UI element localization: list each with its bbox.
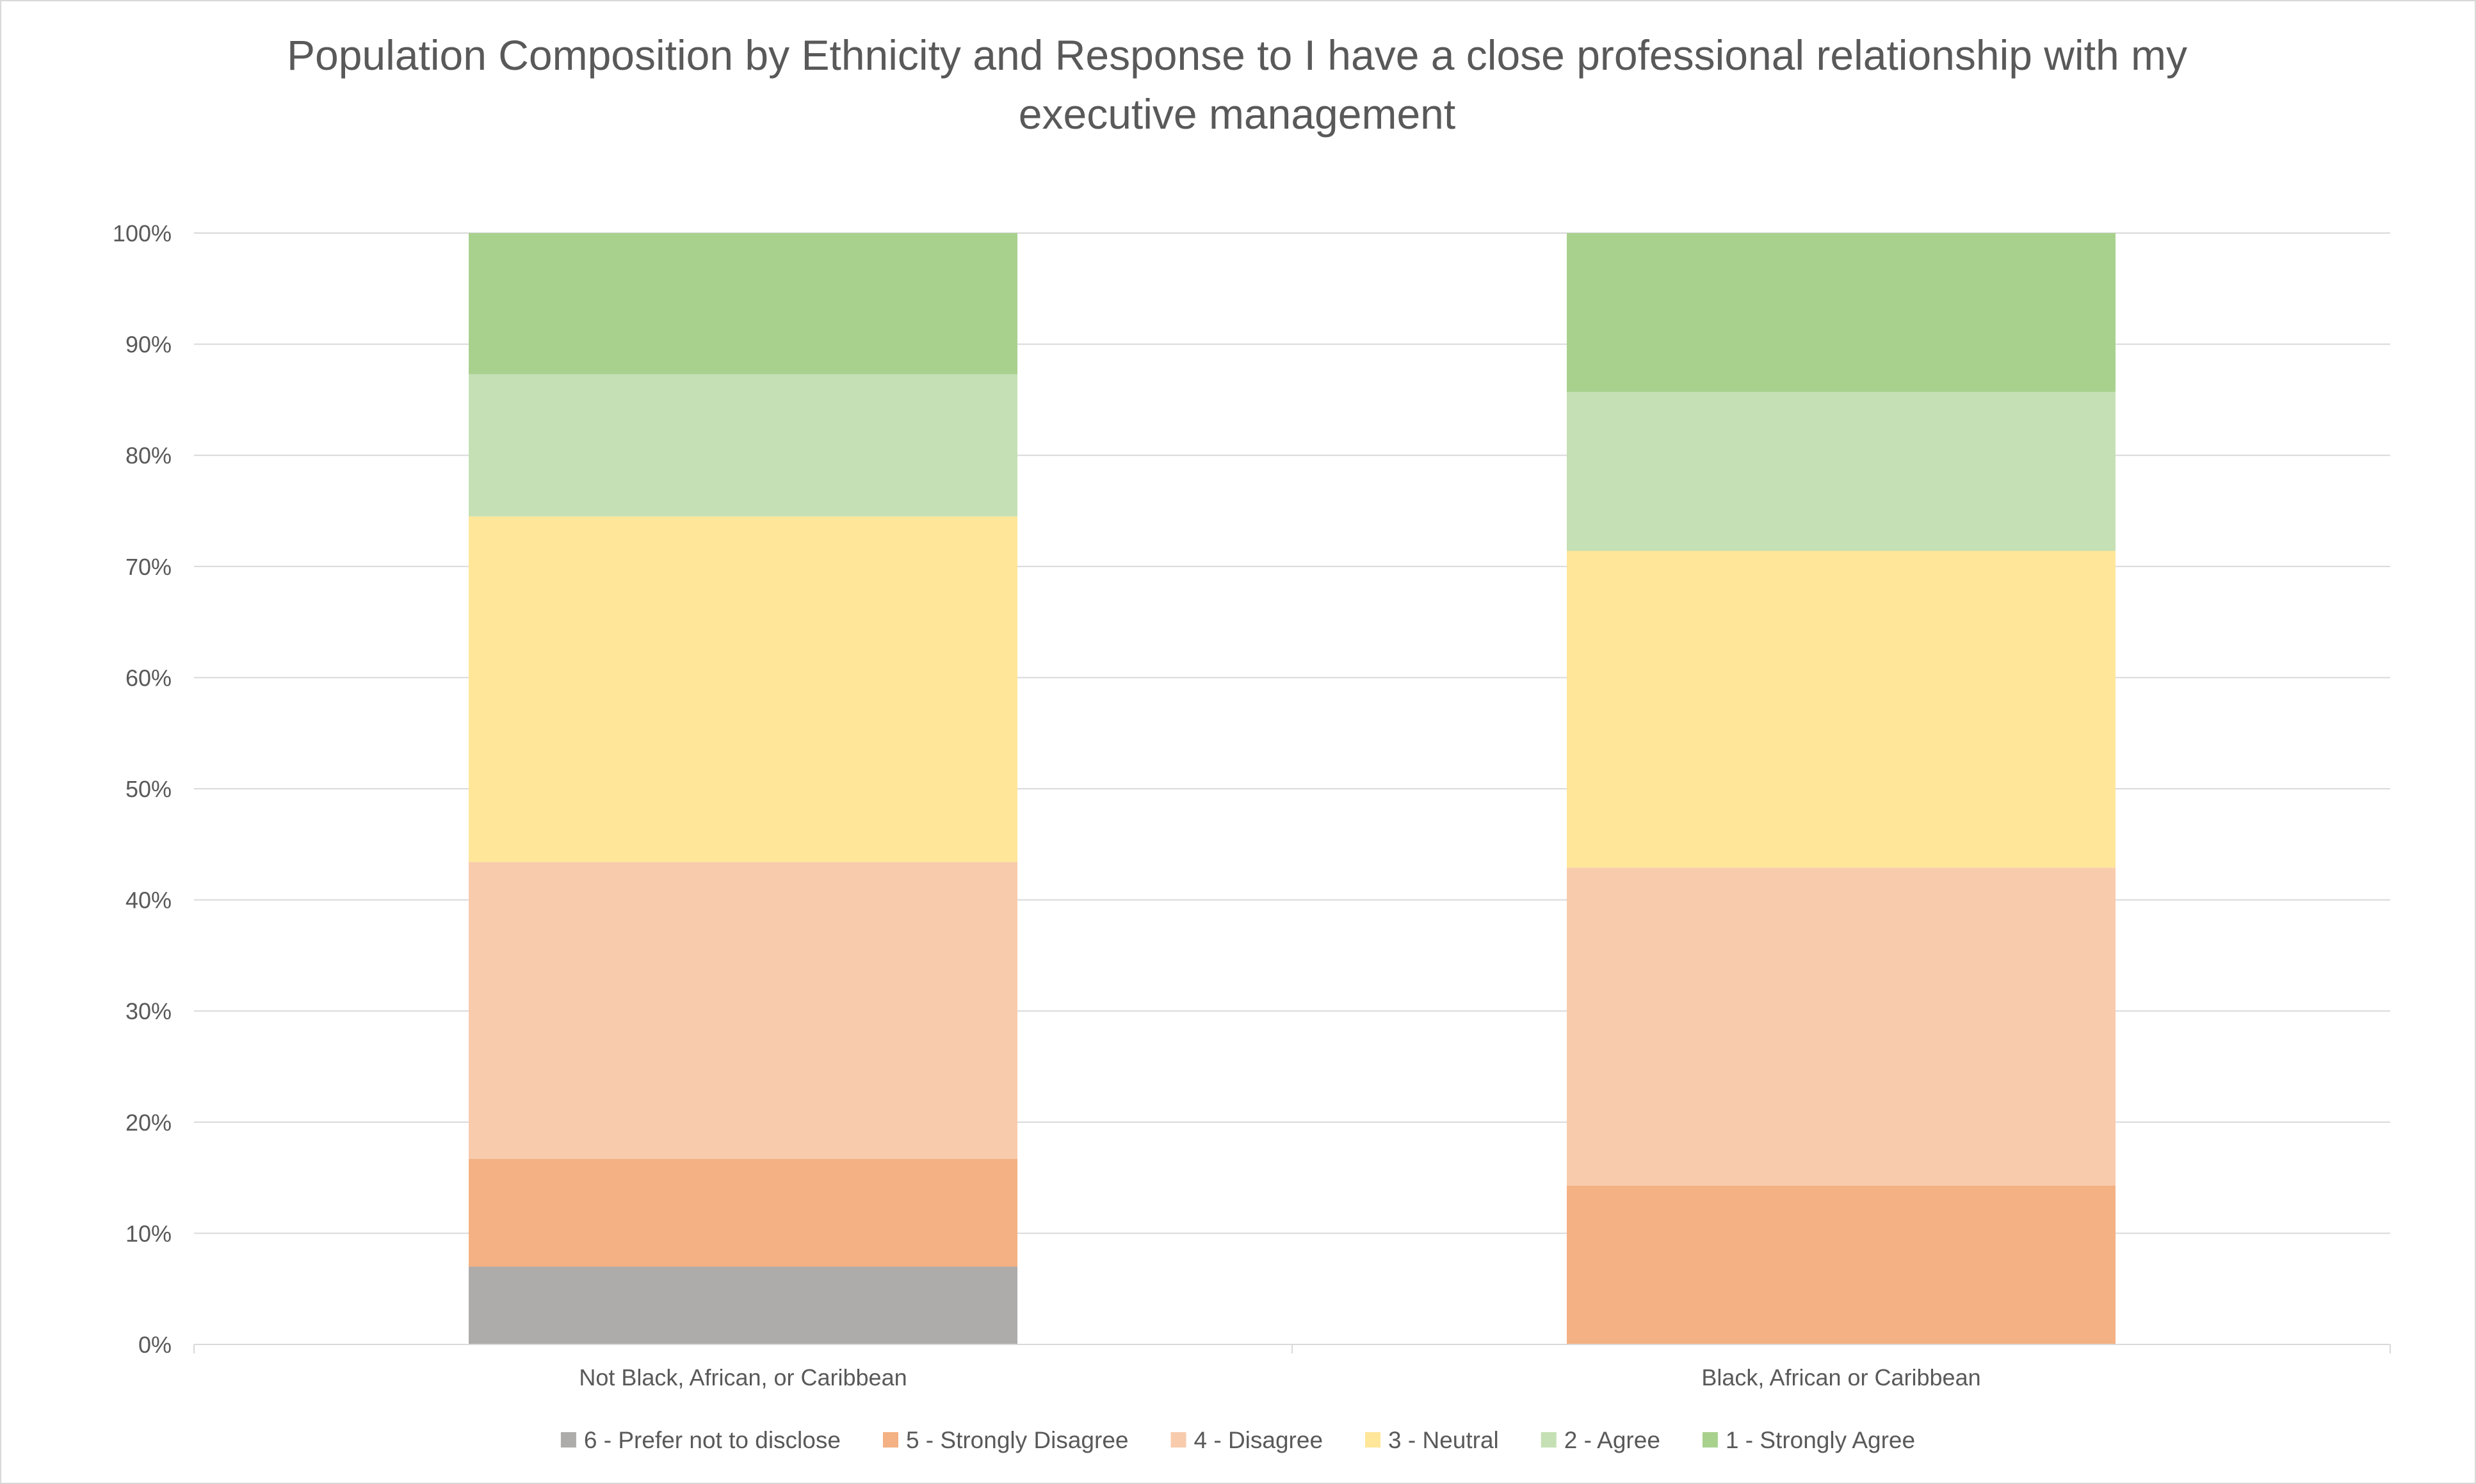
bar-segment [469, 516, 1017, 862]
legend-swatch [882, 1432, 898, 1448]
legend-label: 4 - Disagree [1193, 1427, 1323, 1453]
y-tick-label: 20% [125, 1109, 172, 1136]
legend-label: 6 - Prefer not to disclose [584, 1427, 841, 1453]
x-category-label: Black, African or Caribbean [1701, 1364, 1980, 1391]
y-tick-label: 30% [125, 998, 172, 1024]
y-tick-label: 60% [125, 665, 172, 691]
bar-segment [469, 1159, 1017, 1267]
y-tick-label: 50% [125, 776, 172, 802]
y-tick-label: 90% [125, 332, 172, 358]
legend-swatch [1365, 1432, 1381, 1448]
chart-title-line-2: executive management [1018, 90, 1456, 138]
legend-label: 1 - Strongly Agree [1726, 1427, 1915, 1453]
y-tick-label: 70% [125, 554, 172, 580]
x-category-label: Not Black, African, or Caribbean [579, 1364, 907, 1391]
bar-segment [1567, 233, 2116, 392]
bar-segment [1567, 392, 2116, 551]
legend-swatch [1170, 1432, 1186, 1448]
legend-label: 3 - Neutral [1388, 1427, 1499, 1453]
y-tick-label: 10% [125, 1220, 172, 1246]
legend-label: 2 - Agree [1564, 1427, 1660, 1453]
bar-segment [469, 374, 1017, 517]
legend-swatch [560, 1432, 576, 1448]
bar-segment [1567, 1185, 2116, 1344]
legend-swatch [1541, 1432, 1557, 1448]
bar-segment [469, 1266, 1017, 1344]
legend-swatch [1702, 1432, 1718, 1448]
chart-title: Population Composition by Ethnicity and … [245, 26, 2229, 143]
y-tick-label: 80% [125, 442, 172, 469]
y-tick-label: 40% [125, 887, 172, 914]
y-tick-label: 0% [138, 1332, 172, 1358]
legend-label: 5 - Strongly Disagree [906, 1427, 1129, 1453]
bar-segment [469, 862, 1017, 1159]
y-tick-label: 100% [113, 220, 172, 246]
bar-segment [469, 233, 1017, 375]
bar-segment [1567, 867, 2116, 1186]
bar-segment [1567, 551, 2116, 868]
chart-title-line-1: Population Composition by Ethnicity and … [287, 31, 2187, 79]
